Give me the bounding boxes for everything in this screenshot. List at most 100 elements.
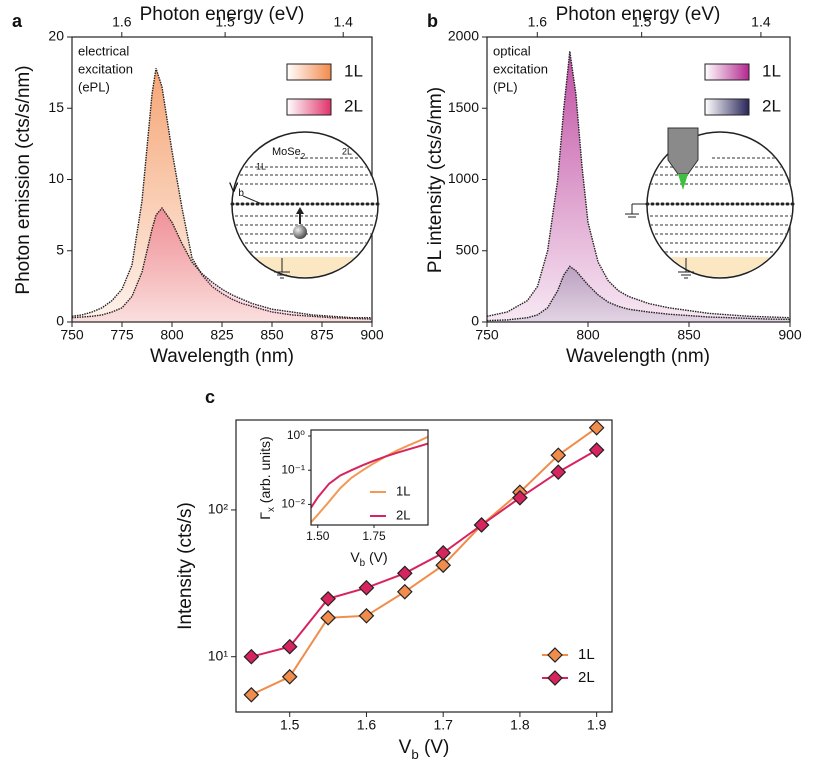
y-tick-label: 10¹ bbox=[208, 647, 229, 663]
y-tick-label: 0 bbox=[56, 313, 64, 329]
x-tick-label: 825 bbox=[210, 327, 234, 343]
y-axis-label: Photon emission (cts/s/nm) bbox=[13, 65, 34, 294]
marker bbox=[550, 464, 567, 480]
x-axis-label-part: b bbox=[411, 747, 418, 762]
y-tick-label: 1000 bbox=[448, 170, 479, 186]
x-tick-label: 775 bbox=[110, 327, 134, 343]
inset-label-part: b bbox=[238, 188, 244, 199]
inset-label-part: V bbox=[229, 179, 239, 195]
y-axis-label: Γx (arb. units) bbox=[257, 436, 277, 519]
x-axis-label: Vb (V) bbox=[399, 737, 450, 762]
series-line bbox=[250, 426, 598, 696]
x-tick-label: 800 bbox=[160, 327, 184, 343]
spectrum-line bbox=[71, 68, 373, 320]
x-axis-label-part: V bbox=[399, 737, 412, 758]
x-tick-label: 1.8 bbox=[510, 717, 530, 733]
y-tick-label: 20 bbox=[48, 28, 64, 44]
legend-label: 2L bbox=[578, 669, 595, 686]
inset-label: MoSe2 bbox=[272, 146, 306, 161]
annotation: excitation bbox=[78, 61, 133, 76]
marker bbox=[588, 419, 605, 436]
legend-marker bbox=[547, 670, 563, 686]
legend-label: 2L bbox=[344, 96, 363, 115]
x-tick-label: 800 bbox=[576, 327, 600, 343]
area-fill bbox=[487, 266, 790, 322]
x-axis-label-part: (V) bbox=[419, 737, 450, 758]
annotation: (ePL) bbox=[78, 79, 110, 94]
marker bbox=[243, 648, 260, 665]
legend-marker bbox=[547, 647, 563, 663]
marker bbox=[396, 565, 413, 582]
legend-label: 1L bbox=[344, 61, 363, 80]
x-tick-label: 875 bbox=[310, 327, 334, 343]
x-axis-label: Vb (V) bbox=[350, 549, 387, 569]
y-tick-label: 500 bbox=[456, 241, 480, 257]
x-tick-label: 900 bbox=[360, 327, 384, 343]
legend-swatch bbox=[704, 63, 750, 81]
y-tick-label: 10⁻² bbox=[281, 497, 305, 511]
marker bbox=[588, 442, 605, 458]
x-tick-label: 750 bbox=[475, 327, 499, 343]
area-fill bbox=[487, 51, 790, 323]
plot-frame bbox=[310, 429, 429, 526]
x-tick-label: 1.5 bbox=[280, 717, 300, 733]
marker bbox=[243, 686, 260, 703]
schematic bbox=[625, 127, 795, 279]
y-axis-label-part: x bbox=[266, 507, 277, 512]
x2-tick-label: 1.4 bbox=[333, 14, 353, 30]
legend-label: 2L bbox=[396, 507, 410, 522]
x-tick-label: 1.6 bbox=[357, 717, 377, 733]
legend-swatch bbox=[286, 63, 332, 81]
marker bbox=[281, 638, 298, 655]
legend-label: 2L bbox=[762, 96, 781, 115]
panel-letter: b bbox=[427, 11, 438, 31]
inset-label: Vb bbox=[229, 179, 244, 199]
y-tick-label: 10⁻¹ bbox=[281, 462, 305, 476]
y-axis-label: Intensity (cts/s) bbox=[175, 502, 196, 630]
annotation: (PL) bbox=[493, 79, 518, 94]
y-tick-label: 5 bbox=[56, 241, 64, 257]
spectrum-line bbox=[486, 265, 791, 322]
x2-axis-label: Photon energy (eV) bbox=[140, 4, 305, 25]
x2-axis-label: Photon energy (eV) bbox=[556, 4, 721, 25]
marker bbox=[512, 489, 528, 506]
x-tick-label: 850 bbox=[260, 327, 284, 343]
y-axis-label-part: Γ bbox=[257, 512, 273, 520]
area-fill bbox=[72, 208, 372, 322]
y-tick-label: 10² bbox=[208, 501, 229, 517]
marker bbox=[358, 607, 375, 624]
annotation: electrical bbox=[78, 43, 129, 58]
legend-label: 1L bbox=[762, 61, 781, 80]
plot-frame bbox=[235, 419, 613, 713]
y-tick-label: 0 bbox=[471, 313, 479, 329]
marker bbox=[320, 609, 336, 626]
series-line bbox=[310, 435, 429, 523]
y-axis-label: PL intensity (cts/s/nm) bbox=[425, 87, 446, 273]
x-tick-label: 900 bbox=[778, 327, 802, 343]
spectrum-line bbox=[71, 206, 372, 319]
x-tick-label: 850 bbox=[677, 327, 701, 343]
x2-tick-label: 1.6 bbox=[528, 14, 548, 30]
x-tick-label: 1.75 bbox=[362, 529, 386, 543]
panel-letter: a bbox=[12, 11, 23, 31]
marker bbox=[473, 517, 490, 533]
legend-label: 1L bbox=[396, 483, 410, 498]
annotation: excitation bbox=[493, 61, 548, 76]
x-axis-label: Wavelength (nm) bbox=[566, 346, 710, 367]
marker bbox=[396, 583, 413, 600]
marker bbox=[435, 557, 452, 574]
y-tick-label: 2000 bbox=[448, 28, 479, 44]
legend-swatch bbox=[286, 98, 332, 116]
y-tick-label: 15 bbox=[48, 99, 64, 115]
y-axis-label-part: (arb. units) bbox=[257, 436, 273, 507]
x2-tick-label: 1.5 bbox=[215, 14, 235, 30]
x-axis-label: Wavelength (nm) bbox=[150, 346, 294, 367]
marker bbox=[550, 447, 567, 464]
series-line bbox=[251, 449, 598, 658]
x-tick-label: 1.7 bbox=[433, 717, 453, 733]
y-tick-label: 10⁰ bbox=[287, 428, 305, 442]
x-tick-label: 750 bbox=[60, 327, 84, 343]
x-tick-label: 1.50 bbox=[306, 529, 330, 543]
inset-label-part: 2 bbox=[301, 152, 306, 161]
